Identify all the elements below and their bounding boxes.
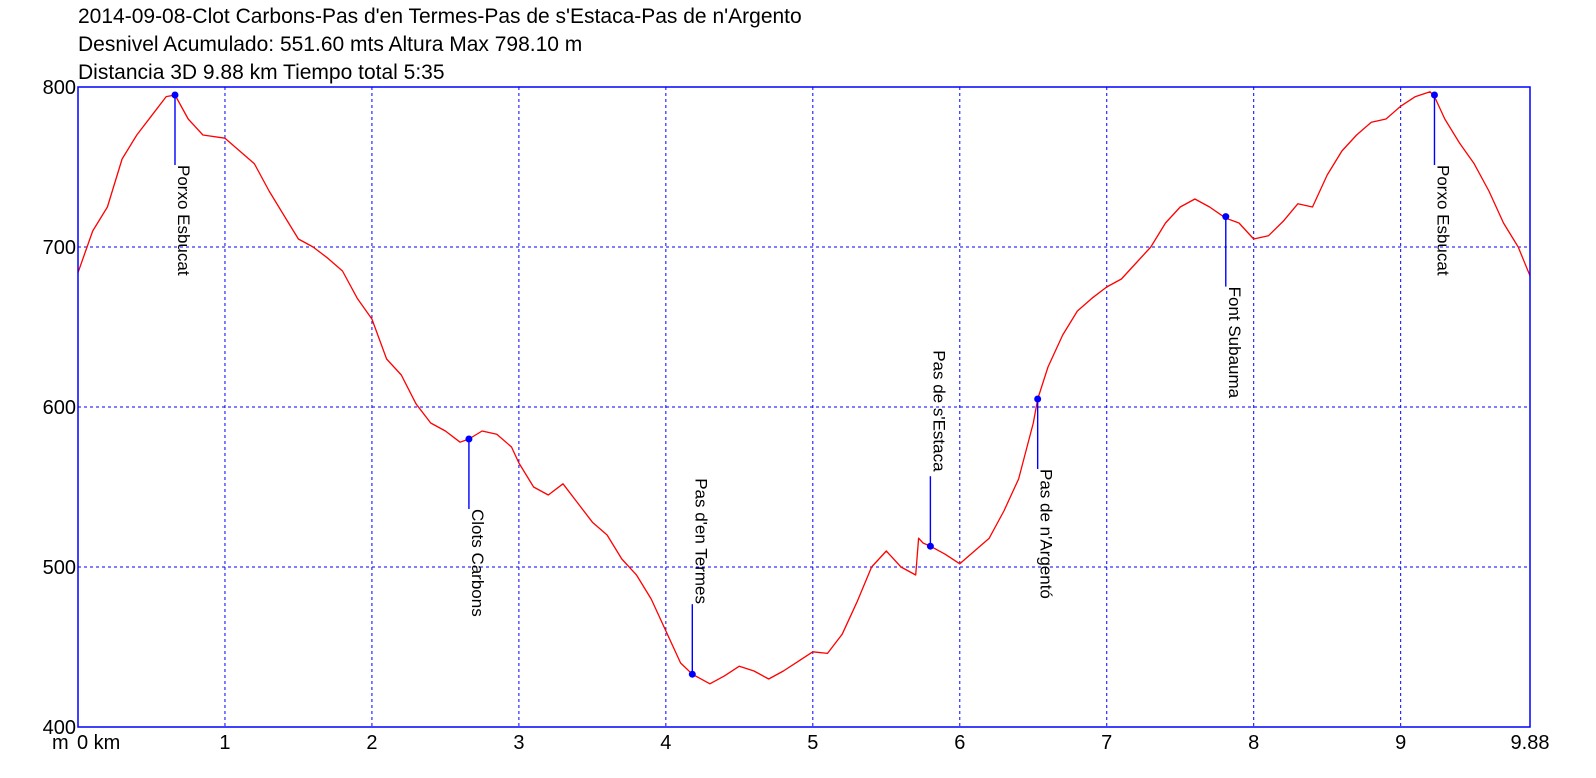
y-axis-unit-label: m xyxy=(52,732,69,754)
waypoint-marker-6 xyxy=(1430,91,1438,99)
x-tick-label-10: 9.88 xyxy=(1511,732,1550,754)
waypoint-1: Clots Carbons xyxy=(465,435,487,617)
y-tick-label-3: 700 xyxy=(43,237,76,259)
x-tick-label-5: 5 xyxy=(807,732,818,754)
x-tick-label-1: 1 xyxy=(219,732,230,754)
chart-title-line-1: 2014-09-08-Clot Carbons-Pas d'en Termes-… xyxy=(78,5,802,28)
elevation-profile-line xyxy=(77,91,1531,685)
waypoint-label-6: Porxo Esbucat xyxy=(1433,165,1452,276)
waypoint-label-0: Porxo Esbucat xyxy=(174,165,193,276)
chart-title-line-2: Desnivel Acumulado: 551.60 mts Altura Ma… xyxy=(78,33,583,56)
x-tick-label-0: 0 km xyxy=(77,732,120,754)
waypoint-label-5: Font Subauma xyxy=(1225,287,1244,399)
waypoint-marker-5 xyxy=(1222,213,1230,221)
waypoint-marker-1 xyxy=(465,435,473,443)
x-tick-label-4: 4 xyxy=(660,732,671,754)
waypoint-marker-3 xyxy=(926,542,934,550)
y-tick-label-4: 800 xyxy=(43,77,76,99)
y-tick-label-1: 500 xyxy=(43,557,76,579)
plot-frame xyxy=(77,86,1531,728)
waypoint-label-1: Clots Carbons xyxy=(468,509,487,617)
waypoint-label-3: Pas de s'Estaca xyxy=(929,350,948,472)
waypoint-marker-2 xyxy=(688,670,696,678)
waypoint-label-4: Pas de n'Argentó xyxy=(1037,469,1056,599)
axis-label-layer: 400 500 600 700 800 m 0 km 1 2 3 4 5 6 7 8 9 9.88 xyxy=(43,77,1550,754)
x-tick-label-8: 8 xyxy=(1248,732,1259,754)
waypoint-0: Porxo Esbucat xyxy=(171,91,193,276)
x-tick-label-7: 7 xyxy=(1101,732,1112,754)
waypoint-layer: Porxo Esbucat Clots Carbons Pas d'en Terme… xyxy=(171,91,1452,678)
y-tick-label-0: 400 xyxy=(43,717,76,739)
waypoint-2: Pas d'en Termes xyxy=(688,478,710,678)
x-tick-label-6: 6 xyxy=(954,732,965,754)
profile-layer xyxy=(77,91,1531,685)
x-tick-label-9: 9 xyxy=(1395,732,1406,754)
waypoint-marker-4 xyxy=(1034,395,1042,403)
grid-layer xyxy=(78,87,1530,727)
waypoint-3: Pas de s'Estaca xyxy=(926,350,948,550)
waypoint-marker-0 xyxy=(171,91,179,99)
y-tick-label-2: 600 xyxy=(43,397,76,419)
waypoint-6: Porxo Esbucat xyxy=(1430,91,1452,276)
waypoint-label-2: Pas d'en Termes xyxy=(691,478,710,604)
waypoint-5: Font Subauma xyxy=(1222,213,1244,399)
chart-title-line-3: Distancia 3D 9.88 km Tiempo total 5:35 xyxy=(78,61,445,84)
x-tick-label-2: 2 xyxy=(366,732,377,754)
waypoint-4: Pas de n'Argentó xyxy=(1034,395,1056,599)
x-tick-label-3: 3 xyxy=(513,732,524,754)
